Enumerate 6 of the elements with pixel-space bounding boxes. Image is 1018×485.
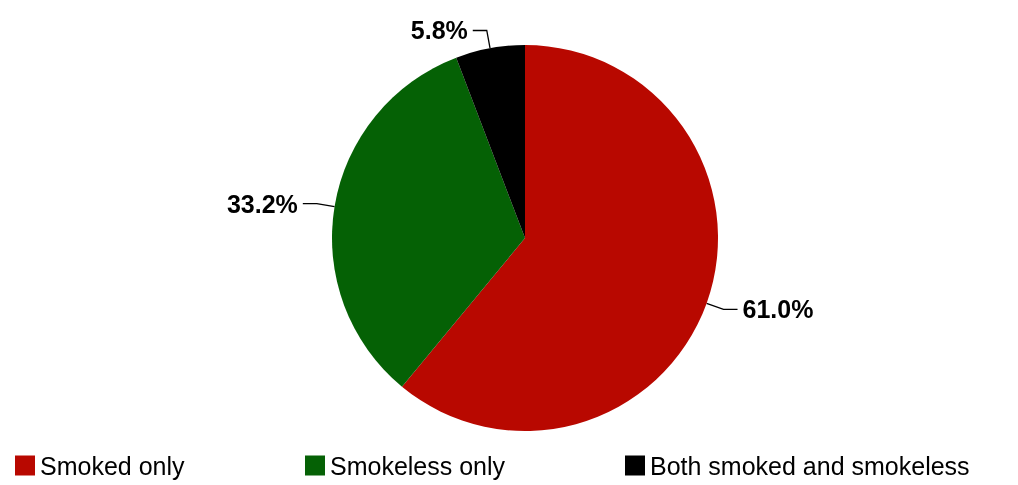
legend-label: Both smoked and smokeless [650, 451, 970, 480]
data-label: 61.0% [742, 295, 814, 324]
data-label: 5.8% [410, 16, 468, 45]
legend-label: Smokeless only [330, 451, 506, 480]
legend-label: Smoked only [40, 451, 186, 480]
data-label: 33.2% [226, 189, 298, 218]
